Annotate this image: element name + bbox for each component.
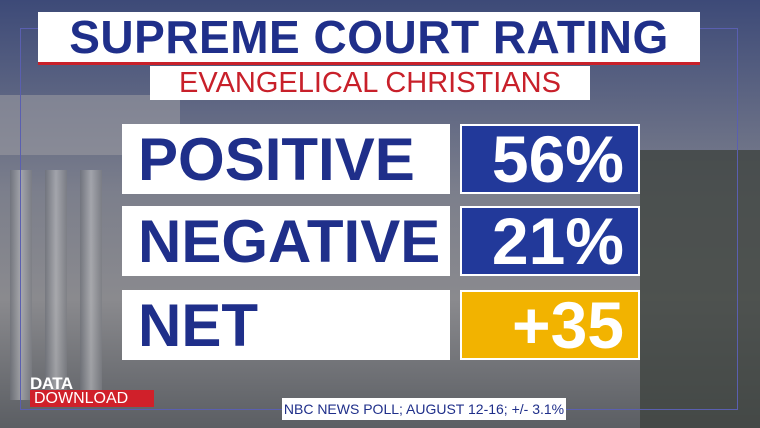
brand-bottom: DOWNLOAD [30,390,154,407]
row-value: +35 [460,288,640,362]
row-label: NET [122,290,450,360]
row-label: NEGATIVE [122,206,450,276]
column [10,170,32,400]
trees [640,150,760,428]
row-label: POSITIVE [122,124,450,194]
column [45,170,67,400]
row-value: 21% [460,204,640,278]
brand-top: DATA [30,374,73,393]
row-value: 56% [460,122,640,196]
title-rule [38,62,700,65]
subtitle: EVANGELICAL CHRISTIANS [150,66,590,100]
footer: NBC NEWS POLL; AUGUST 12-16; +/- 3.1% [282,398,566,420]
column [80,170,102,400]
title: SUPREME COURT RATING [38,11,700,63]
